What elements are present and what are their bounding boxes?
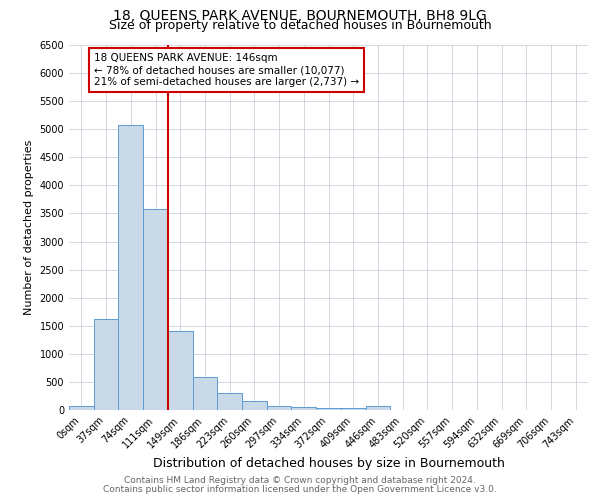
Bar — [341, 408, 365, 410]
Text: Size of property relative to detached houses in Bournemouth: Size of property relative to detached ho… — [109, 19, 491, 32]
Text: Contains public sector information licensed under the Open Government Licence v3: Contains public sector information licen… — [103, 485, 497, 494]
Bar — [242, 402, 267, 410]
Bar — [292, 407, 316, 410]
Y-axis label: Number of detached properties: Number of detached properties — [24, 140, 34, 315]
X-axis label: Distribution of detached houses by size in Bournemouth: Distribution of detached houses by size … — [152, 457, 505, 470]
Bar — [69, 406, 94, 410]
Bar — [193, 378, 217, 410]
Bar — [143, 209, 168, 410]
Bar — [267, 406, 292, 410]
Bar — [168, 332, 193, 410]
Bar — [217, 394, 242, 410]
Bar — [365, 406, 390, 410]
Bar — [118, 124, 143, 410]
Text: 18, QUEENS PARK AVENUE, BOURNEMOUTH, BH8 9LG: 18, QUEENS PARK AVENUE, BOURNEMOUTH, BH8… — [113, 9, 487, 23]
Bar — [94, 319, 118, 410]
Bar — [316, 408, 341, 410]
Text: Contains HM Land Registry data © Crown copyright and database right 2024.: Contains HM Land Registry data © Crown c… — [124, 476, 476, 485]
Text: 18 QUEENS PARK AVENUE: 146sqm
← 78% of detached houses are smaller (10,077)
21% : 18 QUEENS PARK AVENUE: 146sqm ← 78% of d… — [94, 54, 359, 86]
